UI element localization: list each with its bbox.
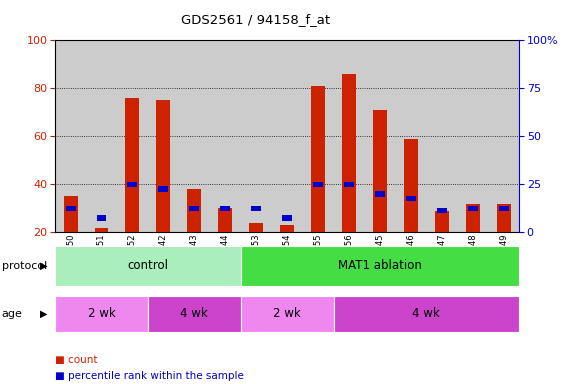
Bar xyxy=(406,196,416,201)
Text: 2 wk: 2 wk xyxy=(88,308,115,320)
Bar xyxy=(313,182,323,187)
Text: ■ percentile rank within the sample: ■ percentile rank within the sample xyxy=(55,371,244,381)
Bar xyxy=(435,211,449,232)
Text: 4 wk: 4 wk xyxy=(412,308,440,320)
Bar xyxy=(148,296,241,332)
Bar xyxy=(64,196,78,232)
Bar xyxy=(157,100,171,232)
Text: age: age xyxy=(2,309,23,319)
Bar xyxy=(375,191,385,197)
Bar xyxy=(189,206,200,211)
Bar xyxy=(220,206,230,211)
Bar xyxy=(249,223,263,232)
Text: GDS2561 / 94158_f_at: GDS2561 / 94158_f_at xyxy=(180,13,330,26)
Bar xyxy=(496,204,510,232)
Bar xyxy=(280,225,294,232)
Bar xyxy=(342,74,356,232)
Bar xyxy=(251,206,261,211)
Text: control: control xyxy=(128,260,168,272)
Bar xyxy=(241,296,334,332)
Bar xyxy=(499,206,509,211)
Bar xyxy=(466,204,480,232)
Bar xyxy=(125,98,139,232)
Bar xyxy=(241,246,519,286)
Bar xyxy=(55,296,148,332)
Text: 4 wk: 4 wk xyxy=(180,308,208,320)
Bar xyxy=(311,86,325,232)
Text: ▶: ▶ xyxy=(40,261,48,271)
Bar xyxy=(373,110,387,232)
Bar xyxy=(187,189,201,232)
Text: protocol: protocol xyxy=(2,261,47,271)
Bar xyxy=(218,208,232,232)
Bar xyxy=(437,208,447,214)
Text: ■ count: ■ count xyxy=(55,355,97,365)
Bar xyxy=(66,206,75,211)
Bar xyxy=(404,139,418,232)
Bar xyxy=(158,187,168,192)
Bar xyxy=(344,182,354,187)
Bar xyxy=(467,206,478,211)
Bar xyxy=(55,246,241,286)
Bar xyxy=(96,215,107,220)
Bar xyxy=(95,227,108,232)
Bar xyxy=(282,215,292,220)
Text: 2 wk: 2 wk xyxy=(273,308,301,320)
Bar xyxy=(334,296,519,332)
Text: MAT1 ablation: MAT1 ablation xyxy=(338,260,422,272)
Text: ▶: ▶ xyxy=(40,309,48,319)
Bar xyxy=(128,182,137,187)
